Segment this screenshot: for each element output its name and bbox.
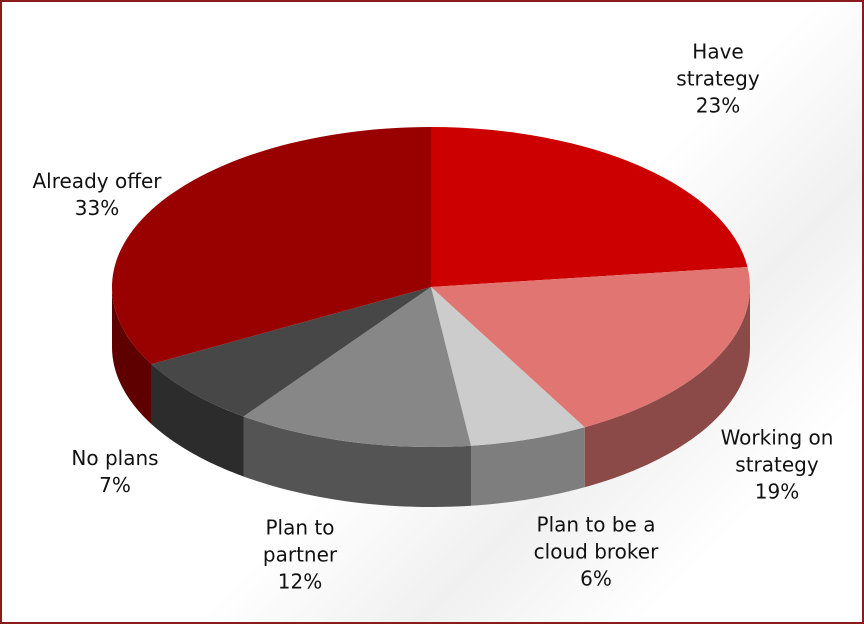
slice <box>243 287 471 447</box>
slice-side <box>112 287 152 425</box>
slice-label: Plan to partner 12% <box>255 515 345 596</box>
slice-side <box>584 287 750 488</box>
category-label: Plan to partner <box>262 515 338 567</box>
slice-side <box>151 364 244 477</box>
value-label: 19% <box>754 479 800 504</box>
slice <box>431 266 751 428</box>
slice <box>431 127 748 287</box>
value-label: 6% <box>580 566 612 591</box>
category-label: No plans <box>71 446 159 470</box>
slice-side <box>243 416 471 507</box>
value-label: 7% <box>99 473 131 497</box>
slice <box>431 287 585 446</box>
slice-label: Working on strategy 19% <box>707 425 847 506</box>
value-label: 23% <box>695 93 741 118</box>
slice-label: No plans 7% <box>55 445 175 499</box>
category-label: Have strategy <box>676 39 760 91</box>
slice-label: Have strategy 23% <box>668 39 768 120</box>
slice-side <box>470 427 585 506</box>
value-label: 33% <box>74 196 120 220</box>
slice-label: Plan to be a cloud broker 6% <box>521 512 671 593</box>
category-label: Plan to be a cloud broker <box>533 512 659 564</box>
category-label: Already offer <box>32 169 162 193</box>
slice-label: Already offer 33% <box>12 168 182 222</box>
slice <box>151 287 431 417</box>
slice <box>111 127 431 365</box>
value-label: 12% <box>277 569 323 594</box>
category-label: Working on strategy <box>720 425 834 477</box>
